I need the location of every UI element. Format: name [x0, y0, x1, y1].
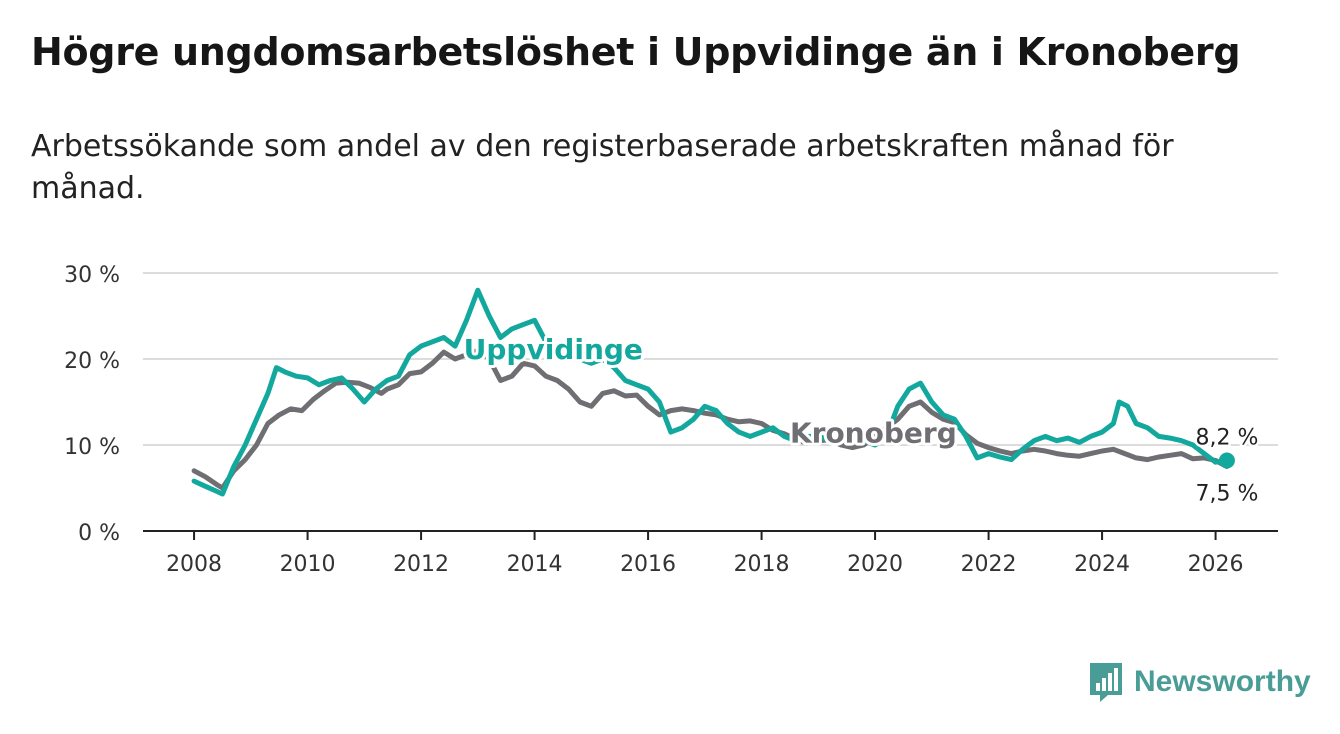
x-tick-label: 2026 — [1188, 552, 1244, 577]
chart-subtitle: Arbetssökande som andel av den registerb… — [31, 129, 1174, 206]
chart-title: Högre ungdomsarbetslöshet i Uppvidinge ä… — [31, 30, 1241, 74]
uppvidinge-end-marker[interactable] — [1218, 452, 1235, 469]
y-tick-label: 20 % — [64, 349, 120, 374]
series-label-uppvidinge: Uppvidinge — [464, 333, 643, 366]
x-tick-label: 2016 — [620, 552, 676, 577]
brand-name: Newsworthy — [1134, 665, 1311, 698]
y-tick-label: 0 % — [78, 521, 120, 546]
newsworthy-logo[interactable]: Newsworthy — [1088, 660, 1311, 704]
end-label-kronoberg: 7,5 % — [1195, 482, 1258, 507]
y-axis-labels: 0 % 10 % 20 % 30 % — [64, 263, 120, 546]
x-tick-label: 2018 — [734, 552, 790, 577]
series-label-kronoberg: Kronoberg — [790, 416, 957, 449]
end-label-uppvidinge: 8,2 % — [1195, 425, 1258, 450]
y-tick-label: 30 % — [64, 263, 120, 288]
x-tick-label: 2020 — [847, 552, 903, 577]
series-line-kronoberg[interactable] — [191, 347, 1230, 491]
grid-lines — [143, 272, 1278, 446]
series-line-uppvidinge[interactable] — [191, 287, 1230, 497]
x-tick-label: 2012 — [393, 552, 449, 577]
x-tick-label: 2008 — [166, 552, 222, 577]
x-tick-label: 2014 — [507, 552, 563, 577]
x-tick-label: 2022 — [961, 552, 1017, 577]
newsworthy-bar-chart-icon — [1090, 663, 1122, 702]
series-annotations: Uppvidinge Kronoberg 8,2 % 7,5 % — [461, 330, 1261, 509]
x-axis-ticks: 2008 2010 2012 2014 2016 2018 2020 2022 2024 2026 — [166, 531, 1244, 577]
x-tick-label: 2010 — [280, 552, 336, 577]
y-tick-label: 10 % — [64, 435, 120, 460]
x-tick-label: 2024 — [1074, 552, 1130, 577]
series-lines — [191, 287, 1230, 497]
